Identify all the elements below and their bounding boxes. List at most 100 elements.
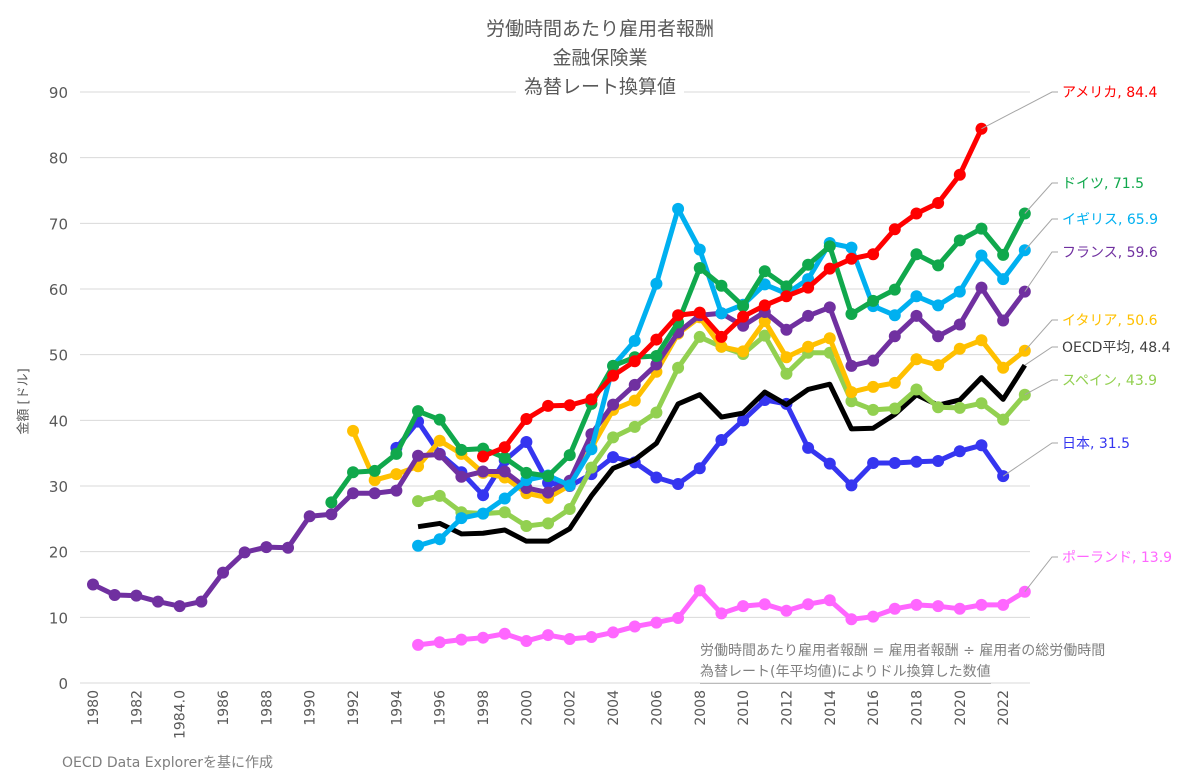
series-label: スペイン, 43.9 (1062, 373, 1157, 389)
series-label: アメリカ, 84.4 (1062, 85, 1157, 101)
chart-title-line-1: 労働時間あたり雇用者報酬 (0, 14, 1200, 41)
data-point (780, 604, 793, 617)
data-point (433, 636, 446, 649)
data-point (953, 285, 966, 298)
data-point (975, 334, 988, 347)
y-tick-label: 70 (49, 215, 68, 233)
data-point (758, 329, 771, 342)
data-point (802, 281, 815, 294)
data-point (758, 598, 771, 611)
data-point (325, 496, 338, 509)
data-point (520, 634, 533, 647)
data-point (888, 457, 901, 470)
data-point (542, 399, 555, 412)
data-point (693, 261, 706, 274)
source-note: OECD Data Explorerを基に作成 (62, 755, 274, 771)
data-point (845, 307, 858, 320)
label-leader-line (1024, 218, 1058, 251)
data-point (412, 638, 425, 651)
data-point (628, 620, 641, 633)
data-point (542, 629, 555, 642)
data-point (412, 449, 425, 462)
chart-title-line-3: 為替レート換算値 (0, 72, 1200, 99)
data-point (693, 243, 706, 256)
data-point (715, 279, 728, 292)
data-point (975, 281, 988, 294)
data-point (108, 589, 121, 602)
data-point (650, 358, 663, 371)
data-point (867, 380, 880, 393)
data-point (910, 207, 923, 220)
data-point (650, 333, 663, 346)
data-point (585, 393, 598, 406)
data-point (802, 598, 815, 611)
label-leader-line (1024, 251, 1058, 292)
data-point (997, 248, 1010, 261)
data-point (628, 378, 641, 391)
data-point (412, 539, 425, 552)
data-point (628, 355, 641, 368)
series-label: フランス, 59.6 (1062, 245, 1158, 261)
data-point (498, 451, 511, 464)
data-point (910, 455, 923, 468)
y-tick-label: 0 (58, 675, 68, 693)
data-point (715, 330, 728, 343)
data-point (455, 470, 468, 483)
x-tick-label: 2008 (693, 690, 709, 726)
data-point (780, 367, 793, 380)
series-label: イタリア, 50.6 (1062, 313, 1158, 329)
x-tick-label: 1998 (476, 690, 492, 726)
data-point (607, 626, 620, 639)
data-point (845, 386, 858, 399)
data-point (585, 443, 598, 456)
data-point (173, 600, 186, 613)
data-point (715, 434, 728, 447)
data-point (932, 330, 945, 343)
data-point (498, 627, 511, 640)
data-point (433, 434, 446, 447)
data-point (737, 600, 750, 613)
y-tick-label: 30 (49, 478, 68, 496)
y-tick-label: 20 (49, 544, 68, 562)
label-leader-line (1024, 346, 1058, 366)
x-tick-label: 1982 (129, 690, 145, 726)
data-point (823, 457, 836, 470)
data-point (737, 300, 750, 313)
label-leader-line (1024, 379, 1058, 396)
data-point (498, 465, 511, 478)
data-point (823, 301, 836, 314)
data-point (368, 474, 381, 487)
data-point (845, 359, 858, 372)
data-point (433, 489, 446, 502)
data-point (715, 607, 728, 620)
data-point (455, 443, 468, 456)
data-point (650, 349, 663, 362)
data-point (845, 252, 858, 265)
x-tick-label: 2018 (909, 690, 925, 726)
data-point (997, 273, 1010, 286)
data-point (217, 566, 230, 579)
x-tick-label: 2002 (563, 690, 579, 726)
data-point (412, 495, 425, 508)
data-point (542, 486, 555, 499)
data-point (758, 315, 771, 328)
x-tick-label: 1984.0 (173, 690, 189, 739)
data-point (650, 471, 663, 484)
data-point (390, 468, 403, 481)
data-point (888, 223, 901, 236)
data-point (498, 492, 511, 505)
data-point (390, 484, 403, 497)
data-point (910, 383, 923, 396)
x-tick-label: 2016 (866, 690, 882, 726)
data-point (867, 248, 880, 261)
data-point (433, 533, 446, 546)
data-point (823, 332, 836, 345)
data-point (888, 283, 901, 296)
data-point (845, 241, 858, 254)
data-point (737, 310, 750, 323)
data-point (368, 487, 381, 500)
data-point (888, 402, 901, 415)
data-point (953, 401, 966, 414)
x-tick-label: 2020 (953, 690, 969, 726)
data-point (780, 351, 793, 364)
